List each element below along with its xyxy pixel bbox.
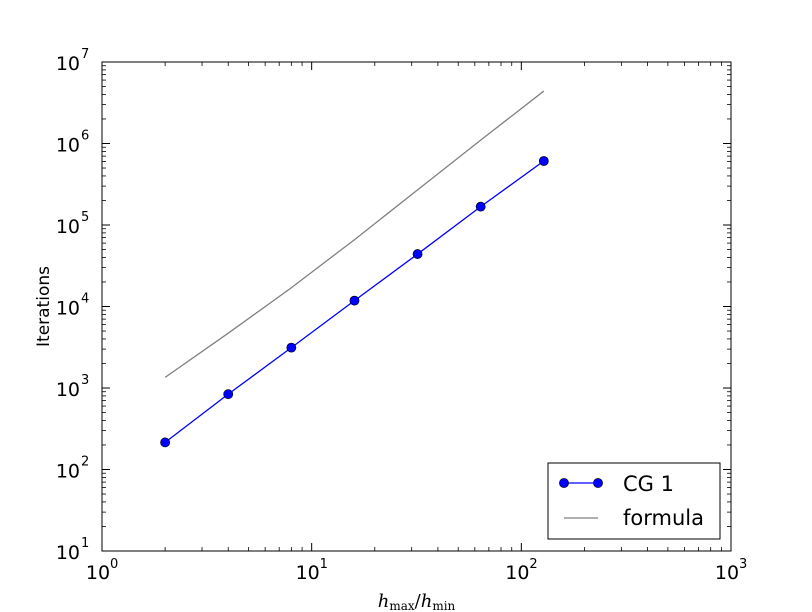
y-tick-label-exponent: 1	[81, 536, 89, 551]
x-axis-label-sub1: max	[389, 599, 415, 612]
y-tick-label-exponent: 7	[81, 47, 89, 62]
x-tick-label-base: 10	[715, 562, 739, 584]
x-tick-label: 10 3	[715, 557, 747, 584]
y-tick-label-base: 10	[56, 135, 80, 157]
ticks-layer	[101, 61, 732, 552]
y-tick-label: 10 7	[56, 47, 89, 75]
x-tick-label: 10 0	[86, 557, 118, 584]
x-tick-label-exponent: 2	[529, 557, 537, 572]
x-axis-label-sep: /	[415, 591, 422, 612]
y-tick-label-base: 10	[56, 53, 80, 75]
x-axis-label-sub2: min	[432, 599, 455, 612]
y-tick-label-base: 10	[56, 542, 80, 564]
x-tick-label: 10 2	[505, 557, 537, 584]
series-line-formula	[164, 90, 545, 378]
data-point-cg1	[475, 201, 486, 212]
x-axis-label: hmax/hmin	[378, 591, 456, 612]
x-tick-label-base: 10	[296, 562, 320, 584]
data-point-cg1	[286, 342, 297, 353]
x-tick-label-base: 10	[86, 562, 110, 584]
x-tick-label-exponent: 0	[110, 557, 118, 572]
y-tick-label-exponent: 3	[81, 373, 89, 388]
y-tick-label-exponent: 6	[81, 129, 89, 144]
data-point-cg1	[349, 295, 360, 306]
x-tick-label-base: 10	[505, 562, 529, 584]
y-tick-label: 10 3	[56, 373, 89, 401]
y-tick-label: 10 4	[56, 292, 89, 320]
legend-marker-cg1	[593, 478, 603, 488]
data-point-cg1	[412, 249, 423, 259]
legend-marker-cg1	[559, 478, 569, 488]
data-point-cg1	[538, 156, 549, 166]
y-tick-label: 10 1	[56, 536, 89, 564]
y-tick-label: 10 5	[56, 210, 89, 238]
y-tick-label-base: 10	[56, 379, 80, 401]
legend-box	[547, 462, 721, 540]
x-tick-label-exponent: 1	[320, 557, 328, 572]
legend-label-cg1: CG 1	[623, 472, 674, 496]
y-tick-label-base: 10	[56, 461, 80, 483]
x-tick-label-exponent: 3	[739, 557, 747, 572]
data-point-cg1	[223, 389, 234, 400]
legend: CG 1 formula	[547, 462, 721, 540]
y-tick-label: 10 6	[56, 129, 89, 157]
y-tick-label-base: 10	[56, 216, 80, 238]
y-tick-label-exponent: 2	[81, 455, 89, 470]
y-tick-label: 10 2	[56, 455, 89, 483]
y-axis-label: Iterations	[34, 266, 54, 347]
data-point-cg1	[160, 437, 171, 448]
plot-layer	[160, 90, 549, 448]
labels-layer: 10 0 10 1 10 2 10 310 110 210 310 410 510 610 7Iterati…	[34, 47, 747, 612]
x-tick-label: 10 1	[296, 557, 328, 584]
y-tick-label-exponent: 4	[81, 292, 89, 307]
x-axis-label-h2: h	[421, 591, 433, 612]
legend-label-formula: formula	[623, 506, 704, 530]
y-tick-label-exponent: 5	[81, 210, 89, 225]
y-tick-label-base: 10	[56, 298, 80, 320]
x-axis-label-h1: h	[378, 591, 390, 612]
